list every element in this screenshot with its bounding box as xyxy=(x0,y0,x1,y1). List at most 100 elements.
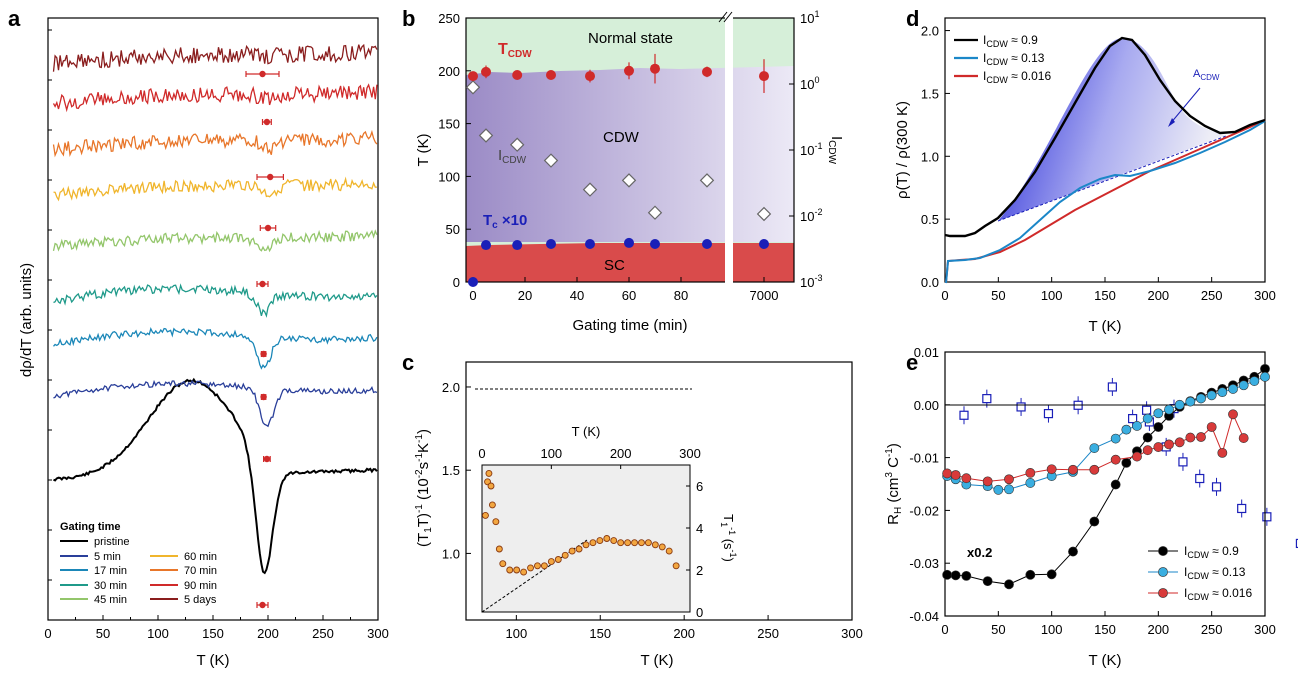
y-tick-label-d: 1.5 xyxy=(921,86,939,101)
inset-point xyxy=(554,556,562,563)
x-tick-label-b: 0 xyxy=(469,288,476,303)
point-e-1 xyxy=(993,484,1004,495)
legend-label-a: 30 min xyxy=(94,580,127,592)
inset-point xyxy=(492,518,500,526)
point-e-0 xyxy=(1110,479,1121,490)
t1t-point xyxy=(1195,473,1205,484)
point-e-2 xyxy=(1025,468,1036,478)
cdw-region xyxy=(466,66,794,242)
t1t-point xyxy=(959,410,969,420)
curve-a-45-min xyxy=(52,229,378,253)
point-e-1 xyxy=(1206,390,1217,401)
point-e-1 xyxy=(1249,376,1260,386)
point-e-2 xyxy=(1110,454,1121,465)
t1t-point xyxy=(1295,538,1298,549)
point-e-0 xyxy=(950,570,961,581)
inset-point xyxy=(596,537,604,545)
point-e-2 xyxy=(1196,432,1206,442)
x-tick-label-b: 7000 xyxy=(750,288,779,303)
point-e-2 xyxy=(1068,464,1078,475)
legend-label-a: 5 min xyxy=(94,551,121,563)
inset-point xyxy=(582,541,590,549)
acdw-arrow-head xyxy=(1168,118,1175,127)
icdw-diamond xyxy=(543,153,559,168)
inset-ticks-c: 0 100 200 300 0 2 4 6 xyxy=(478,446,703,620)
tc-point-b xyxy=(650,238,660,249)
tc-point-b xyxy=(546,238,556,249)
y2-axis-label-b: ICDW xyxy=(826,136,845,165)
x-tick-label-a: 0 xyxy=(44,626,51,641)
x-tick-label-d: 200 xyxy=(1147,288,1169,303)
point-e-0 xyxy=(1046,569,1057,580)
inset-point xyxy=(482,511,489,519)
curve-a-17-min xyxy=(53,327,378,370)
axis-ticks-b: 0 50 100 150 200 250 0 20 40 60 80 7000 10-3 10-2 10-1… xyxy=(438,9,822,303)
t1t-point xyxy=(1262,512,1272,522)
x-tick-label-e: 100 xyxy=(1041,622,1063,637)
tc-point-b xyxy=(624,237,634,248)
icdw-diamond xyxy=(756,206,772,222)
legend-title-a: Gating time xyxy=(60,521,121,533)
point-e-1 xyxy=(1142,413,1153,424)
tcdw-markers-a xyxy=(245,70,284,609)
tc-point-b xyxy=(759,238,769,249)
panel-label-d: d xyxy=(906,6,919,31)
y2-tick-label-b: 100 xyxy=(800,75,819,92)
point-e-2 xyxy=(1142,445,1153,456)
x-tick-label-e: 300 xyxy=(1254,622,1276,637)
x-axis-label-b: Gating time (min) xyxy=(572,317,687,334)
x-tick-label-e: 200 xyxy=(1147,622,1169,637)
x-axis-label-c: T (K) xyxy=(640,652,673,669)
curve-a-70-min xyxy=(52,129,378,158)
inset-point xyxy=(485,469,493,477)
y-tick-label-b: 250 xyxy=(438,11,460,26)
inset-x-tick-label: 0 xyxy=(478,446,485,461)
y-tick-label-c: 1.5 xyxy=(442,463,460,478)
x-tick-label-c: 100 xyxy=(505,626,527,641)
legend-marker-e xyxy=(1158,546,1168,556)
point-e-0 xyxy=(1089,516,1100,527)
axis-ticks-e: 0 50 100 150 200 250 300 -0.04 -0.03 -0.02 -0.01 0.… xyxy=(909,345,1275,637)
y-tick-label-b: 150 xyxy=(438,117,460,132)
tc-point-b xyxy=(585,238,595,249)
inset-x-tick-label: 300 xyxy=(679,446,701,461)
legend-marker-e xyxy=(1158,588,1168,598)
curves-a xyxy=(52,43,378,575)
point-e-2 xyxy=(982,476,993,487)
inset-point xyxy=(589,539,597,547)
x-tick-label-b: 60 xyxy=(622,288,636,303)
x-tick-label-b: 20 xyxy=(518,288,532,303)
t1t-point xyxy=(1128,413,1138,424)
y-tick-label-e: -0.03 xyxy=(909,556,939,571)
x-tick-label-c: 300 xyxy=(841,626,863,641)
point-e-0 xyxy=(1121,457,1132,468)
point-e-2 xyxy=(1228,409,1238,420)
tc-point-b xyxy=(702,238,712,249)
icdw-diamond xyxy=(647,205,663,220)
icdw-diamond xyxy=(465,80,481,95)
tc-point-b xyxy=(481,240,491,251)
inset-point xyxy=(547,558,555,566)
point-e-2 xyxy=(942,468,953,479)
tcdw-marker-a xyxy=(263,455,271,463)
t1t-point xyxy=(1237,503,1247,514)
x-tick-label-a: 100 xyxy=(147,626,169,641)
point-e-1 xyxy=(1153,408,1164,419)
point-e-2 xyxy=(1164,439,1174,450)
icdw-diamond xyxy=(621,173,637,188)
y-tick-label-d: 0.5 xyxy=(921,212,939,227)
point-e-1 xyxy=(1004,484,1014,495)
acdw-arrow-line xyxy=(1169,87,1201,125)
legend-label-a: 17 min xyxy=(94,565,127,577)
y-axis-label-e: RH (cm3 C-1) xyxy=(884,443,904,525)
inset-point xyxy=(506,566,514,574)
legend-label-a: 45 min xyxy=(94,594,127,606)
point-e-2 xyxy=(1238,433,1249,443)
legend-label-a: 5 days xyxy=(184,594,217,606)
point-e-2 xyxy=(1174,437,1185,448)
x-axis-label-a: T (K) xyxy=(196,652,229,669)
point-e-2 xyxy=(1132,451,1142,462)
inset-x-tick-label: 200 xyxy=(610,446,632,461)
inset-marks-c xyxy=(482,469,680,576)
